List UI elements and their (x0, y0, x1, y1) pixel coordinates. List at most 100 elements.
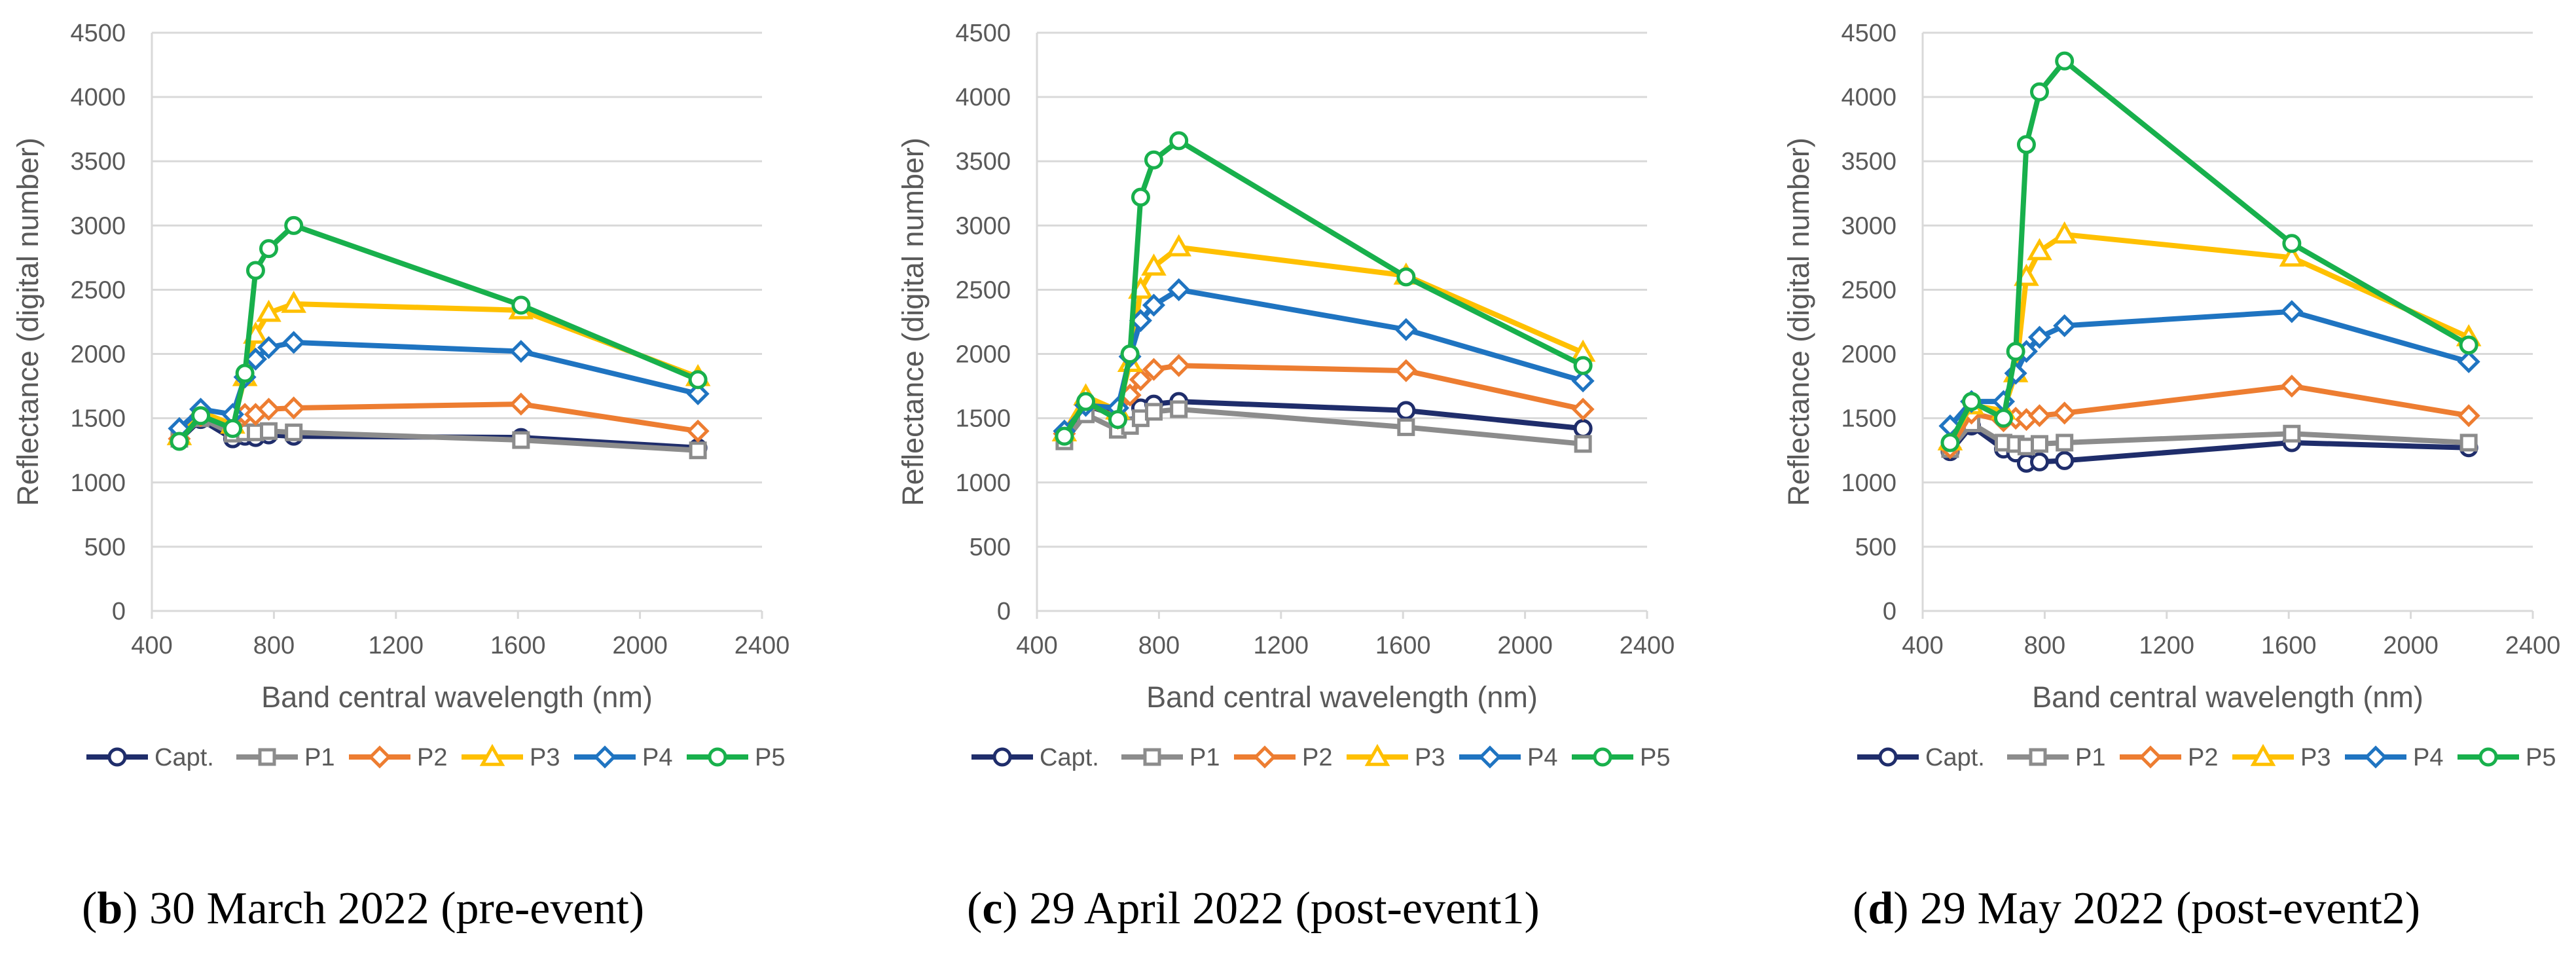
y-tick-label: 500 (84, 534, 126, 561)
chart-panel-c: 0 500 1000 1500 2000 2500 3000 3500 4000 4500 400 8… (896, 20, 1675, 934)
data-point (191, 406, 211, 426)
data-point (2280, 375, 2304, 398)
legend-marker (1364, 743, 1390, 766)
legend-marker (1593, 747, 1612, 767)
legend-marker (1478, 745, 1502, 769)
data-point (282, 331, 306, 354)
legend-marker (2029, 748, 2047, 766)
y-tick-label: 0 (997, 598, 1011, 625)
data-point (2457, 350, 2480, 373)
caption-letter: b (97, 883, 122, 934)
data-point (2280, 300, 2304, 323)
x-tick-label: 1200 (2139, 632, 2195, 659)
caption-letter: d (1868, 883, 1893, 934)
data-point (1571, 369, 1595, 393)
data-point (686, 419, 710, 443)
legend-label: Capt. (154, 744, 214, 771)
y-tick-label: 2500 (1841, 276, 1896, 304)
data-point (1962, 392, 1982, 411)
y-tick-label: 1000 (955, 470, 1011, 497)
x-axis-label: Band central wavelength (nm) (2032, 680, 2423, 714)
y-tick-label: 1500 (1841, 405, 1896, 433)
x-tick-label: 800 (2024, 632, 2065, 659)
y-tick-label: 2000 (955, 341, 1011, 369)
data-point (1394, 318, 1418, 341)
x-axis-label: Band central wavelength (nm) (1146, 680, 1538, 714)
figure-caption: (c) 29 April 2022 (post-event1) (967, 883, 1540, 934)
y-tick-label: 3000 (70, 212, 126, 240)
x-tick-label: 1200 (1254, 632, 1309, 659)
data-point (688, 370, 708, 390)
data-point (686, 382, 710, 405)
legend-label: P4 (1527, 744, 1557, 771)
y-tick-label: 4500 (70, 20, 126, 47)
legend-marker (2139, 745, 2162, 769)
data-point (2027, 325, 2052, 349)
legend-label: P3 (1415, 744, 1445, 771)
legend-label: P3 (2300, 744, 2331, 771)
y-tick-label: 2000 (1841, 341, 1896, 369)
caption-text: ) 30 March 2022 (pre-event) (122, 883, 644, 934)
data-point (257, 397, 281, 421)
y-tick-label: 3000 (955, 212, 1011, 240)
data-point (1144, 150, 1163, 170)
data-point (512, 431, 530, 449)
legend-label: P1 (2075, 744, 2105, 771)
data-point (2030, 435, 2048, 453)
legend-label: P3 (530, 744, 560, 771)
data-point (2457, 404, 2480, 428)
legend-label: P5 (1640, 744, 1670, 771)
legend-label: P4 (642, 744, 672, 771)
legend-marker (2478, 747, 2498, 767)
legend: Capt. P1 P2 P3 P4 P5 (86, 743, 785, 771)
legend-label: Capt. (1925, 744, 1985, 771)
x-tick-label: 2000 (612, 632, 668, 659)
y-tick-label: 3500 (955, 148, 1011, 175)
y-tick-label: 4500 (955, 20, 1011, 47)
data-point (2282, 234, 2302, 253)
x-tick-label: 1600 (1375, 632, 1431, 659)
data-point (1131, 187, 1150, 207)
caption-open-paren: ( (967, 883, 982, 934)
data-point (1166, 234, 1191, 257)
data-point (1940, 433, 1960, 452)
y-tick-label: 1000 (70, 470, 126, 497)
y-tick-label: 4000 (1841, 84, 1896, 111)
legend-marker (2364, 745, 2387, 769)
data-point (2055, 51, 2075, 71)
legend-marker (593, 745, 617, 769)
legend-marker (1253, 745, 1277, 769)
data-point (244, 347, 267, 371)
y-tick-label: 2500 (70, 276, 126, 304)
x-tick-label: 400 (131, 632, 172, 659)
data-point (1167, 278, 1191, 301)
data-point (259, 422, 278, 440)
y-axis-label: Reflectance (digital number) (11, 138, 45, 506)
data-point (257, 336, 281, 360)
data-point (1142, 293, 1166, 317)
data-point (1055, 426, 1074, 446)
legend-marker (258, 748, 276, 766)
data-point (2006, 342, 2025, 361)
x-tick-label: 800 (253, 632, 295, 659)
data-point (1076, 392, 1096, 411)
x-tick-label: 1600 (2261, 632, 2317, 659)
x-tick-label: 2400 (735, 632, 790, 659)
legend-marker (2250, 743, 2276, 766)
y-tick-label: 3000 (1841, 212, 1896, 240)
data-point (1170, 400, 1188, 418)
data-point (1394, 359, 1418, 382)
data-point (259, 239, 278, 259)
data-point (2279, 244, 2305, 267)
legend-marker (992, 747, 1012, 767)
data-point (509, 340, 533, 363)
legend-marker (708, 747, 727, 767)
data-point (1573, 356, 1593, 375)
data-point (282, 396, 306, 420)
data-point (1141, 253, 1167, 276)
series-p5 (1940, 51, 2478, 452)
data-point (2029, 452, 2049, 471)
data-point (1108, 410, 1127, 430)
legend-label: P1 (304, 744, 335, 771)
